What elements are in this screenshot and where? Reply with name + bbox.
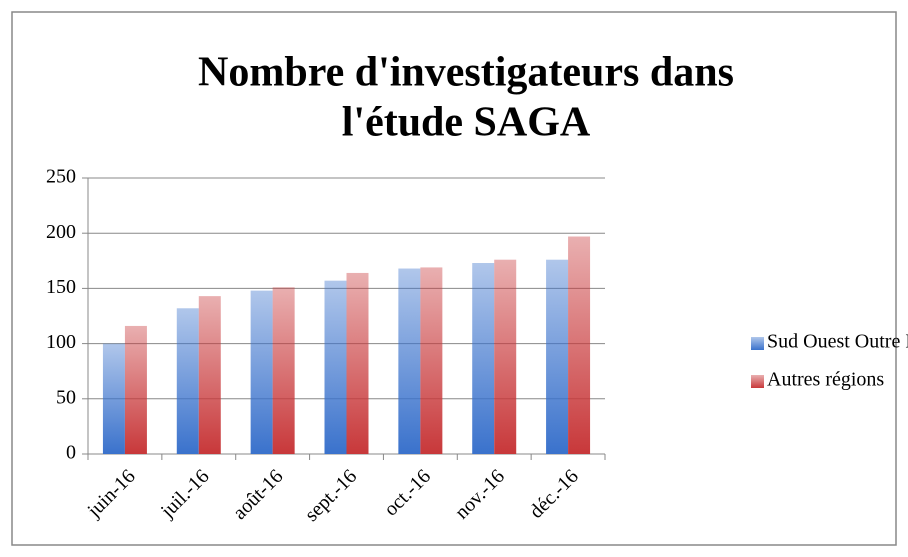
bar: [546, 259, 569, 454]
legend-swatch: [751, 375, 764, 388]
bar: [398, 268, 421, 454]
y-tick-label: 100: [46, 331, 76, 353]
y-tick-label: 200: [46, 221, 76, 243]
chart-title: Nombre d'investigateurs dans: [198, 50, 734, 96]
bar: [198, 296, 221, 454]
chart-title: l'étude SAGA: [342, 100, 591, 146]
bar: [176, 308, 199, 454]
bar: [102, 343, 125, 454]
bar: [272, 287, 295, 454]
legend-swatch: [751, 337, 764, 350]
y-tick-label: 250: [46, 166, 76, 188]
bar: [124, 325, 147, 454]
y-tick-label: 150: [46, 276, 76, 298]
bar: [346, 272, 369, 454]
legend-label: Sud Ouest Outre Mer: [767, 331, 908, 353]
y-tick-label: 50: [56, 386, 76, 408]
bar: [324, 280, 347, 454]
bar: [250, 290, 273, 454]
bar: [420, 267, 443, 454]
y-tick-label: 0: [66, 442, 76, 464]
bar: [494, 259, 517, 454]
legend-label: Autres régions: [767, 369, 884, 391]
bar: [568, 236, 591, 454]
chart-frame: [11, 11, 897, 546]
bar: [472, 263, 495, 454]
